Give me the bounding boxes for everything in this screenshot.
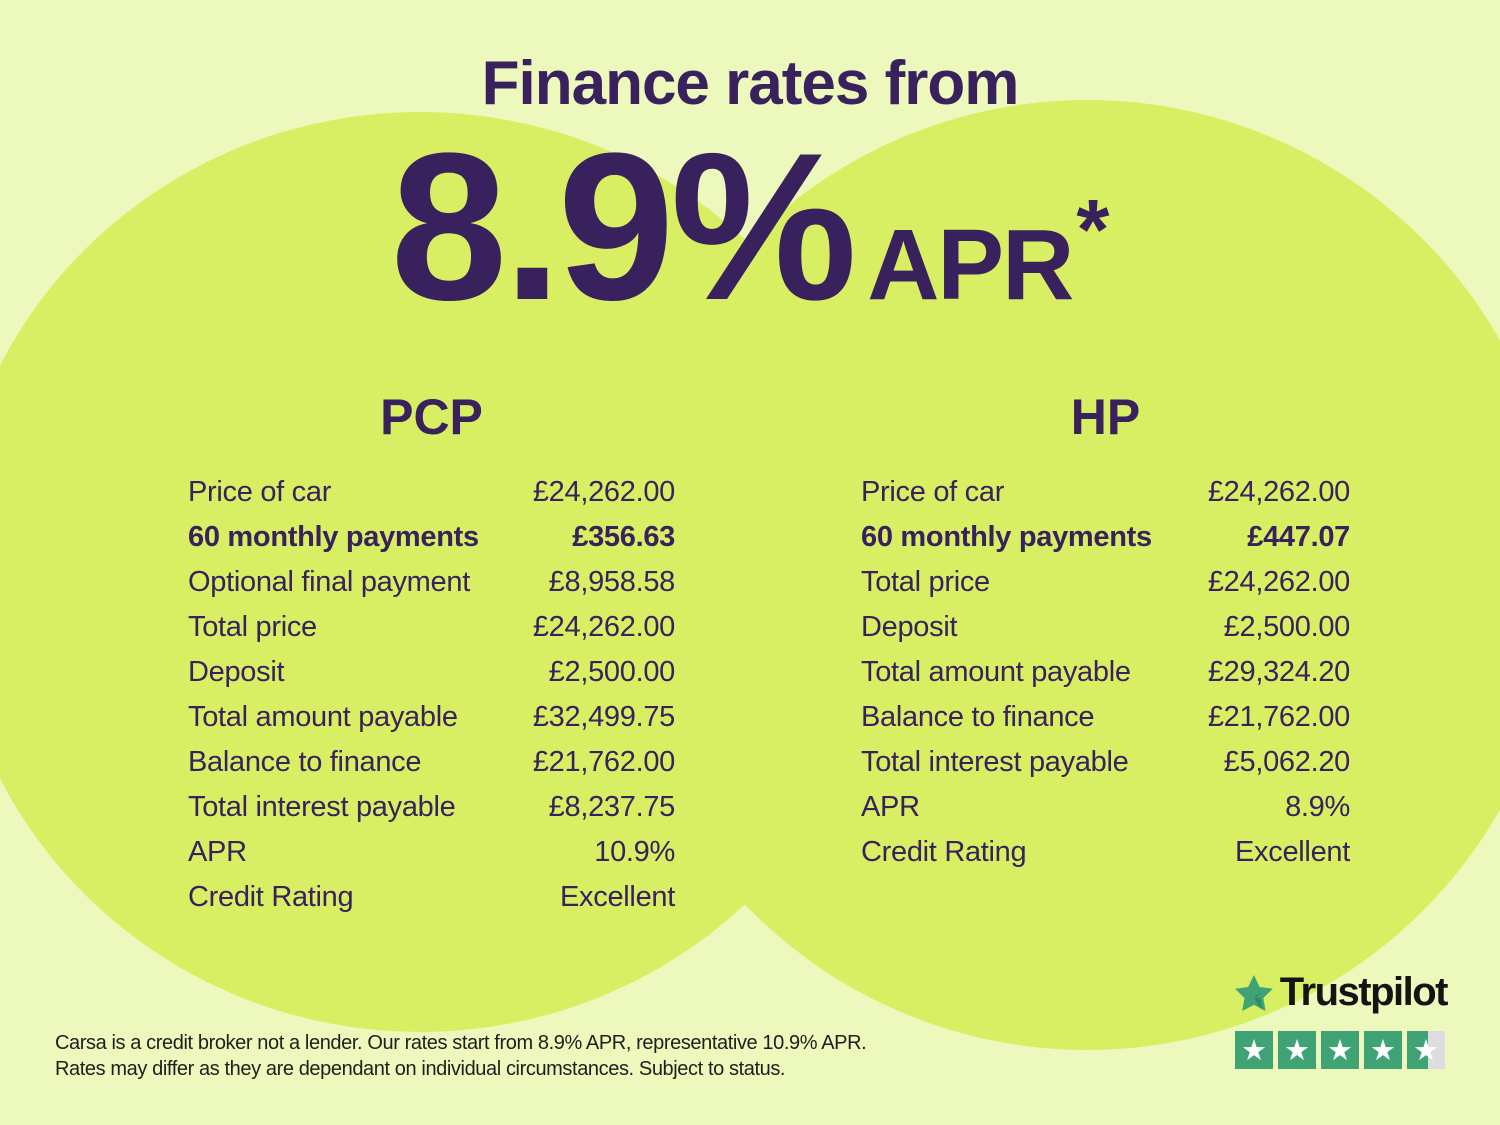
table-row: Optional final payment £8,958.58 — [188, 560, 675, 605]
row-label: Credit Rating — [188, 881, 354, 913]
row-label: 60 monthly payments — [861, 521, 1152, 553]
rating-star-icon: ★ — [1327, 1033, 1353, 1067]
headline-rate: 8.9% APR * — [0, 122, 1500, 332]
row-label: 60 monthly payments — [188, 521, 479, 553]
row-value: £447.07 — [1247, 521, 1350, 553]
row-value: Excellent — [1235, 836, 1350, 868]
row-value: £8,958.58 — [548, 566, 676, 598]
row-label: Price of car — [188, 476, 332, 508]
rating-star-icon: ★ — [1284, 1033, 1310, 1067]
table-row: 60 monthly payments £356.63 — [188, 515, 675, 560]
hp-table-rows: Price of car £24,262.00 60 monthly payment… — [861, 470, 1350, 875]
rating-star-box: ★ — [1278, 1031, 1316, 1069]
trustpilot-wordmark: Trustpilot — [1279, 970, 1449, 1014]
pcp-table-rows: Price of car £24,262.00 60 monthly payment… — [188, 470, 675, 920]
table-row: Deposit £2,500.00 — [188, 650, 675, 695]
row-label: Total interest payable — [188, 791, 456, 823]
disclaimer-line-1: Carsa is a credit broker not a lender. O… — [55, 1032, 867, 1054]
background-circle-right — [612, 100, 1500, 1050]
row-label: Deposit — [861, 611, 958, 643]
table-row: Price of car £24,262.00 — [188, 470, 675, 515]
row-value: £2,500.00 — [1223, 611, 1351, 643]
row-value: £24,262.00 — [532, 476, 675, 508]
row-label: Total amount payable — [188, 701, 458, 733]
table-row: 60 monthly payments £447.07 — [861, 515, 1350, 560]
rate-asterisk: * — [1076, 183, 1110, 278]
rate-unit: APR — [867, 209, 1074, 321]
table-row: APR 10.9% — [188, 830, 675, 875]
trustpilot-logo: Trustpilot — [1235, 970, 1449, 1015]
table-row: Credit Rating Excellent — [861, 830, 1350, 875]
table-row: Total price £24,262.00 — [188, 605, 675, 650]
page-title: Finance rates from — [481, 49, 1020, 118]
row-value: 8.9% — [1285, 791, 1350, 823]
hp-table: HP Price of car £24,262.00 60 monthly paym… — [861, 388, 1350, 875]
row-label: Total price — [861, 566, 990, 598]
table-row: Total amount payable £32,499.75 — [188, 695, 675, 740]
rating-star-box: ★ — [1235, 1031, 1273, 1069]
row-value: £21,762.00 — [532, 746, 675, 778]
row-value: £29,324.20 — [1207, 656, 1350, 688]
trustpilot-badge: Trustpilot ★ ★ ★ ★ ★ — [1235, 970, 1449, 1069]
row-label: Balance to finance — [188, 746, 422, 778]
rating-star-box: ★ — [1407, 1031, 1445, 1069]
row-label: APR — [188, 836, 247, 868]
trustpilot-star-icon — [1235, 974, 1273, 1011]
row-value: 10.9% — [594, 836, 675, 868]
table-row: Total interest payable £5,062.20 — [861, 740, 1350, 785]
disclaimer: Carsa is a credit broker not a lender. O… — [55, 1030, 867, 1082]
rating-star-icon: ★ — [1370, 1033, 1396, 1067]
row-value: £2,500.00 — [548, 656, 676, 688]
table-row: Balance to finance £21,762.00 — [861, 695, 1350, 740]
rate-value: 8.9% — [390, 109, 858, 344]
rating-star-box: ★ — [1364, 1031, 1402, 1069]
table-row: Total interest payable £8,237.75 — [188, 785, 675, 830]
disclaimer-line-2: Rates may differ as they are dependant o… — [55, 1058, 786, 1080]
row-value: £24,262.00 — [1207, 476, 1350, 508]
table-row: Total price £24,262.00 — [861, 560, 1350, 605]
row-value: £356.63 — [572, 521, 675, 553]
rating-star-box: ★ — [1321, 1031, 1359, 1069]
row-value: £24,262.00 — [1207, 566, 1350, 598]
row-label: Deposit — [188, 656, 285, 688]
row-label: Optional final payment — [188, 566, 470, 598]
row-label: Credit Rating — [861, 836, 1027, 868]
hp-table-title: HP — [1070, 389, 1141, 445]
row-label: Balance to finance — [861, 701, 1095, 733]
row-label: Total price — [188, 611, 317, 643]
row-value: £8,237.75 — [548, 791, 676, 823]
row-label: APR — [861, 791, 920, 823]
pcp-table-title: PCP — [380, 389, 483, 445]
row-value: £5,062.20 — [1223, 746, 1351, 778]
rating-star-icon: ★ — [1241, 1033, 1267, 1067]
row-label: Total amount payable — [861, 656, 1131, 688]
table-row: Deposit £2,500.00 — [861, 605, 1350, 650]
row-value: Excellent — [560, 881, 675, 913]
row-label: Total interest payable — [861, 746, 1129, 778]
table-row: Balance to finance £21,762.00 — [188, 740, 675, 785]
table-row: APR 8.9% — [861, 785, 1350, 830]
pcp-table: PCP Price of car £24,262.00 60 monthly pay… — [188, 388, 675, 920]
table-row: Credit Rating Excellent — [188, 875, 675, 920]
row-value: £24,262.00 — [532, 611, 675, 643]
row-value: £32,499.75 — [532, 701, 675, 733]
table-row: Total amount payable £29,324.20 — [861, 650, 1350, 695]
rating-star-icon: ★ — [1413, 1033, 1439, 1067]
trustpilot-rating-stars: ★ ★ ★ ★ ★ — [1235, 1031, 1447, 1069]
row-label: Price of car — [861, 476, 1005, 508]
table-row: Price of car £24,262.00 — [861, 470, 1350, 515]
row-value: £21,762.00 — [1207, 701, 1350, 733]
